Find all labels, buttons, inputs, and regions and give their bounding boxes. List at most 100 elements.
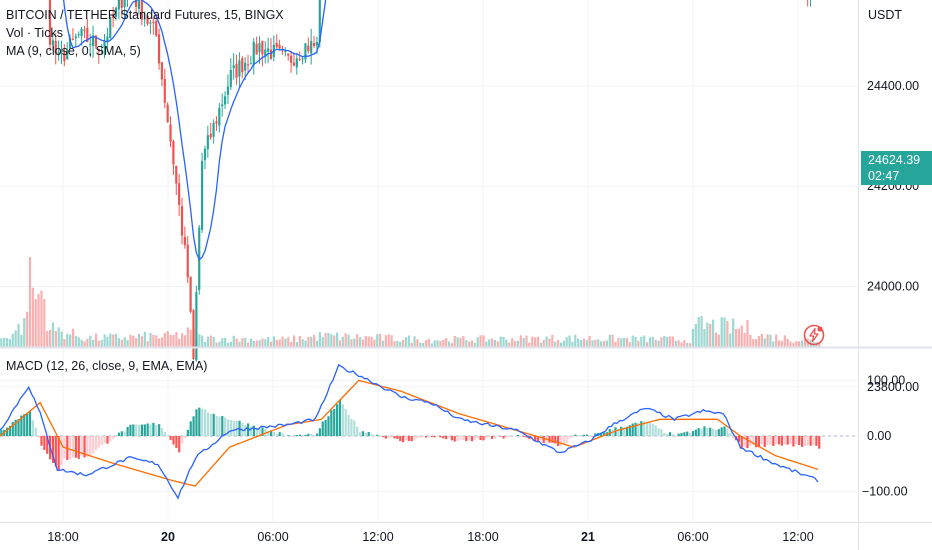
macd-legend[interactable]: MACD (12, 26, close, 9, EMA, EMA) (6, 359, 208, 373)
histogram-bar (723, 426, 726, 436)
histogram-bar (694, 429, 697, 436)
volume-bar (275, 339, 278, 347)
volume-bar (94, 333, 98, 347)
histogram-bar (57, 436, 60, 471)
candle-body (146, 16, 149, 24)
volume-bar (379, 333, 382, 347)
histogram-bar (43, 436, 46, 451)
histogram-bar (468, 436, 471, 440)
volume-bar (605, 340, 608, 347)
histogram-bar (298, 434, 301, 436)
volume-bar (120, 339, 123, 347)
histogram-bar (224, 417, 227, 436)
last-price-tag: 24624.39 02:47 (861, 151, 932, 185)
histogram-bar (763, 436, 766, 447)
volume-bar (77, 337, 80, 347)
volume-bar (373, 339, 376, 347)
histogram-bar (379, 435, 382, 437)
histogram-bar (178, 436, 181, 453)
volume-bar (183, 335, 187, 347)
volume-bar (203, 342, 207, 347)
time-tick-label: 18:00 (47, 530, 78, 544)
volume-bar (218, 341, 221, 347)
volume-bar (100, 340, 103, 347)
volume-bar (54, 330, 57, 347)
volume-bar (798, 341, 801, 347)
volume-bar (3, 337, 6, 347)
volume-bar (450, 343, 453, 347)
histogram-bar (445, 436, 448, 440)
volume-legend[interactable]: Vol · Ticks (6, 26, 63, 40)
candle-body (63, 52, 66, 62)
candle-body (172, 141, 175, 165)
volume-bar (680, 342, 683, 347)
histogram-bar (737, 436, 740, 443)
candle-body (112, 14, 115, 18)
volume-bar (447, 341, 451, 347)
histogram-bar (100, 436, 103, 446)
volume-bar (17, 324, 20, 347)
histogram-bar (89, 436, 92, 455)
histogram-bar (585, 434, 588, 436)
histogram-bar (608, 429, 611, 436)
histogram-bar (195, 409, 198, 436)
histogram-bar (393, 436, 396, 439)
histogram-bar (20, 415, 23, 436)
histogram-bar (341, 404, 344, 436)
histogram-bar (473, 436, 476, 440)
volume-bar (393, 341, 396, 347)
histogram-bar (11, 421, 14, 436)
histogram-bar (86, 436, 89, 458)
price-tick-label: 23800.00 (867, 380, 919, 394)
histogram-bar (622, 427, 626, 436)
candle-body (292, 62, 296, 66)
volume-bar (287, 337, 290, 347)
last-price: 24624.39 (868, 153, 921, 167)
volume-bar (602, 341, 606, 347)
candle-body (86, 27, 89, 43)
volume-bar (622, 337, 626, 347)
volume-bar (241, 338, 244, 347)
volume-bar (350, 339, 353, 347)
histogram-bar (129, 424, 132, 436)
volume-bar (709, 323, 712, 347)
volume-bar (292, 335, 296, 347)
histogram-bar (172, 436, 175, 445)
histogram-bar (643, 421, 646, 436)
volume-bar (723, 317, 726, 347)
volume-bar (304, 340, 307, 347)
candle-body (163, 78, 166, 103)
histogram-bar (40, 436, 43, 446)
ma-legend[interactable]: MA (9, close, 0, SMA, 5) (6, 44, 141, 58)
volume-bar (769, 334, 772, 347)
volume-bar (795, 341, 798, 347)
histogram-bar (278, 432, 281, 436)
histogram-bar (155, 424, 158, 436)
volume-bar (628, 342, 631, 347)
volume-bar (433, 340, 436, 347)
histogram-bar (476, 436, 479, 439)
histogram-bar (508, 436, 511, 437)
volume-bar (651, 336, 654, 347)
volume-bar (445, 338, 448, 347)
histogram-bar (732, 436, 735, 439)
histogram-bar (175, 436, 178, 448)
volume-bar (634, 336, 637, 347)
volume-bar (206, 336, 210, 347)
lightning-icon[interactable] (803, 324, 825, 346)
histogram-bar (181, 436, 184, 444)
candle-body (312, 42, 316, 46)
candle-body (221, 104, 224, 107)
volume-bar (720, 317, 723, 347)
price-unit: USDT (868, 8, 903, 22)
volume-bar (789, 341, 792, 347)
candle-body (77, 34, 80, 36)
histogram-bar (318, 428, 321, 436)
histogram-bar (430, 436, 433, 438)
candle-body (244, 62, 247, 71)
histogram-bar (384, 436, 387, 439)
volume-bar (224, 337, 227, 347)
histogram-bar (330, 410, 333, 436)
histogram-bar (244, 425, 247, 436)
